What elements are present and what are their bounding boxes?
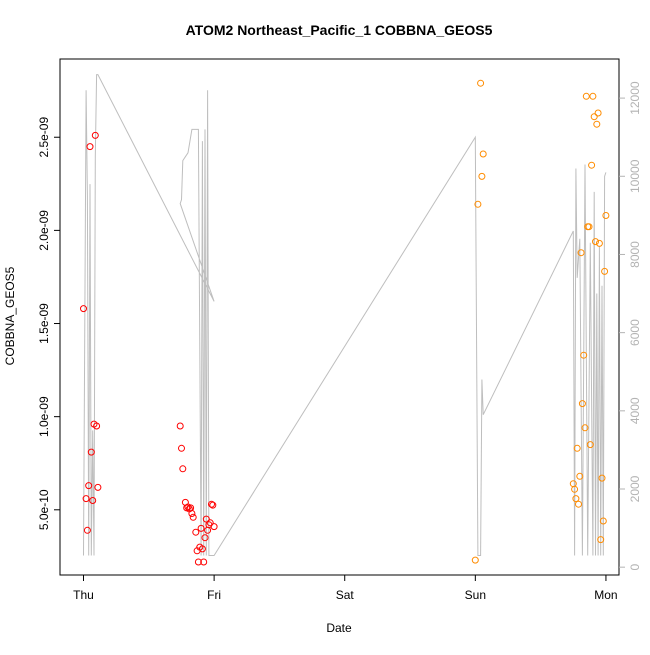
data-point-series2 [572,495,580,503]
x-tick-label: Sun [465,588,486,602]
y2-tick-label: 2000 [628,475,642,502]
y2-tick-label: 10000 [628,159,642,193]
data-point-series1 [80,305,87,313]
data-point-series2 [598,474,606,482]
line-layer [83,74,607,556]
data-point-series1 [194,558,202,566]
y2-tick-label: 12000 [628,81,642,115]
data-point-series2 [576,472,584,480]
y2-tick-label: 0 [628,564,642,571]
data-point-series1 [93,422,101,430]
data-point-series2 [588,161,596,169]
y2-tick-label: 8000 [628,241,642,268]
data-point-series2 [575,500,582,508]
data-point-series2 [474,200,482,208]
data-point-series1 [179,465,187,473]
data-point-series1 [189,513,197,521]
data-point-series2 [590,113,598,121]
data-point-series1 [204,526,212,534]
data-point-series2 [582,92,590,100]
y-axis-label: COBBNA_GEOS5 [3,266,17,365]
data-point-series2 [594,109,602,117]
data-point-series1 [82,495,90,503]
data-point-series1 [200,558,208,566]
data-point-series1 [86,143,94,151]
data-point-series2 [597,536,605,544]
data-point-series1 [188,510,196,517]
plot-frame [59,58,620,576]
y-tick-label: 1.5e-09 [37,303,51,344]
y-tick-label: 5.0e-10 [37,489,51,530]
data-point-series1 [201,534,209,542]
data-point-series2 [571,485,579,493]
data-point-series2 [479,150,487,158]
data-point-series1 [198,545,206,553]
data-point-series2 [581,424,589,432]
data-point-series1 [206,519,214,527]
data-point-series2 [585,223,593,231]
data-point-series1 [202,515,210,523]
data-point-series2 [602,212,610,219]
y-tick-label: 2.0e-09 [37,210,51,251]
data-point-series1 [178,444,185,452]
altitude-line [83,74,607,556]
data-point-series2 [577,249,585,257]
data-point-series2 [580,351,588,359]
axes-layer: Thu Fri Sat Sun Mon 5.0e-10 1.0e-09 1.5e-09 2.0e… [37,58,642,602]
data-point-series1 [91,131,99,139]
data-point-series2 [477,79,485,87]
y-tick-label: 1.0e-09 [37,396,51,437]
data-point-series1 [197,524,205,532]
data-point-series2 [589,92,597,100]
data-point-series1 [89,497,97,504]
data-point-series1 [94,483,102,491]
y2-tick-label: 4000 [628,397,642,424]
data-point-series1 [192,528,200,536]
data-point-series2 [573,444,581,452]
data-point-series2 [595,239,603,247]
x-tick-label: Thu [73,588,94,602]
data-point-series2 [569,480,577,488]
data-point-series2 [578,400,586,408]
data-point-series1 [87,448,95,456]
data-point-series1 [176,422,184,430]
data-point-series1 [208,500,215,508]
data-point-series2 [471,556,479,564]
points-layer [80,79,610,566]
x-axis-label: Date [326,621,352,635]
x-tick-label: Mon [594,588,617,602]
data-point-series1 [210,523,218,531]
data-point-series2 [601,267,609,275]
data-point-series1 [85,482,93,490]
x-tick-label: Fri [207,588,221,602]
data-point-series2 [586,441,594,449]
data-point-series2 [593,120,601,128]
data-point-series1 [209,501,217,509]
data-point-series2 [592,238,599,246]
data-point-series2 [478,172,486,180]
x-tick-label: Sat [336,588,355,602]
y-tick-label: 2.5e-09 [37,117,51,158]
data-point-series1 [83,526,91,534]
data-point-series2 [599,517,607,525]
y2-tick-label: 6000 [628,319,642,346]
chart-title: ATOM2 Northeast_Pacific_1 COBBNA_GEOS5 [186,22,493,38]
